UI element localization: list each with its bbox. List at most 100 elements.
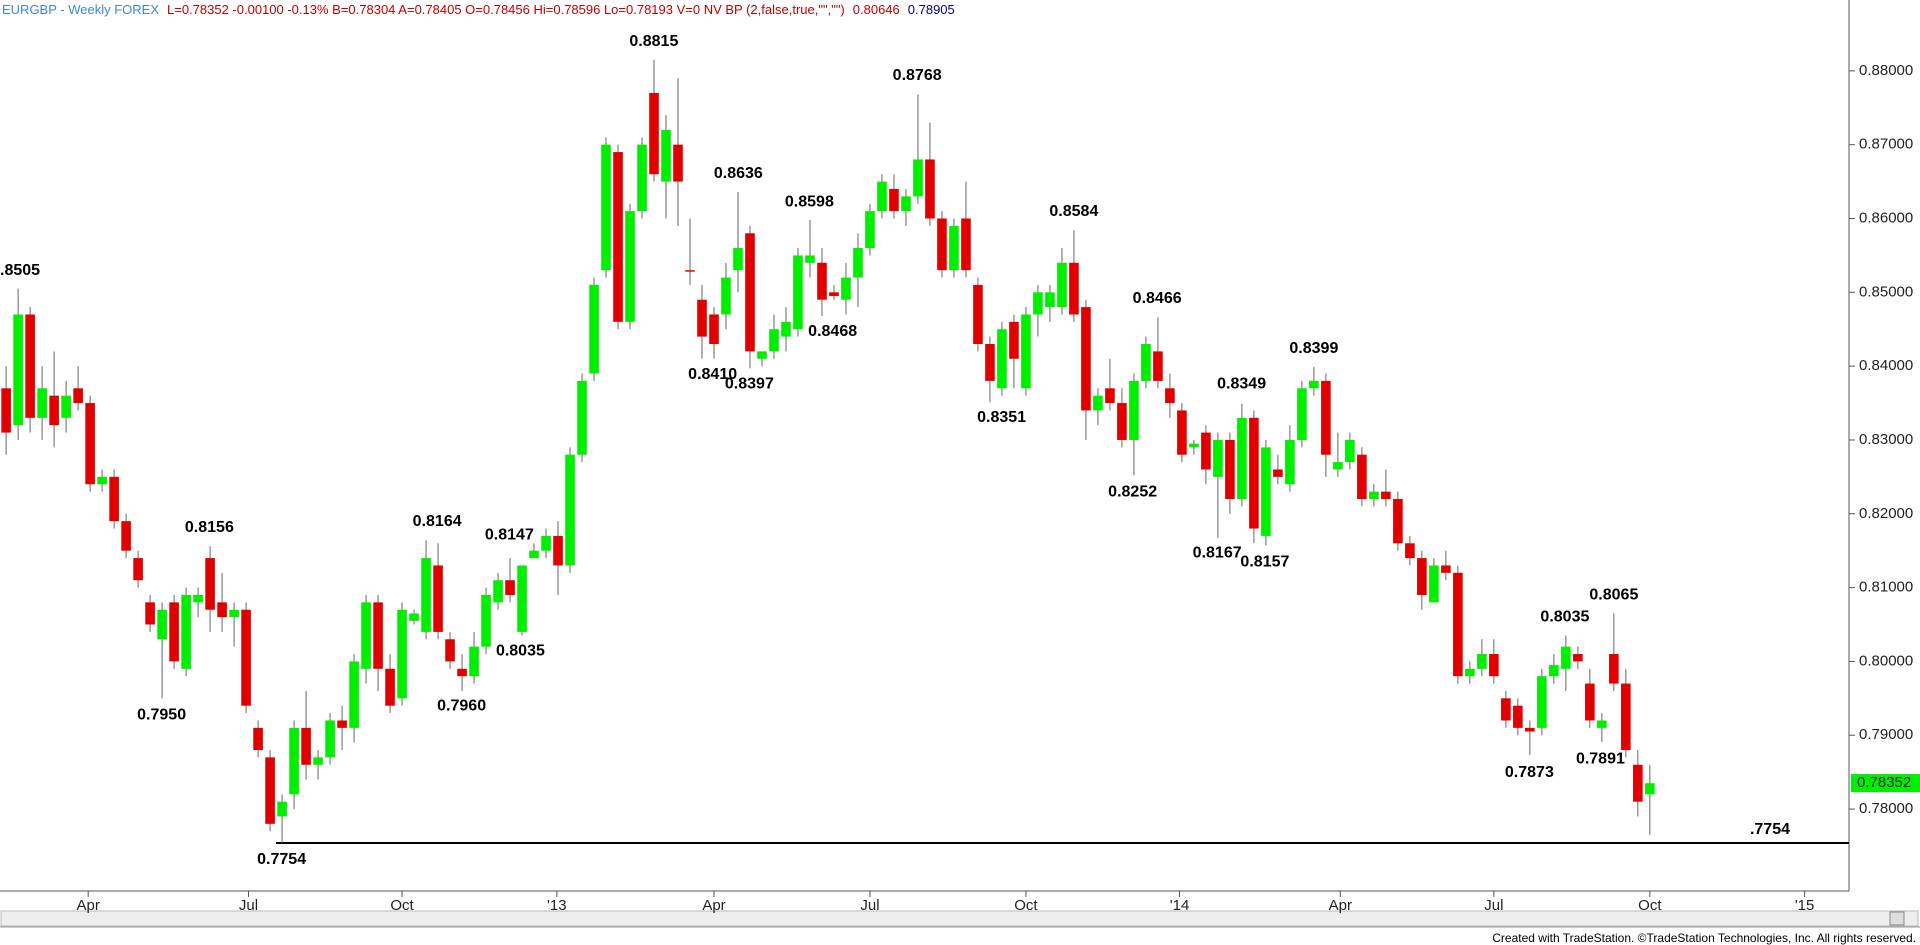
price-annotation: 0.8468 xyxy=(808,323,857,340)
price-annotation: 0.7960 xyxy=(437,698,486,715)
candle-body xyxy=(877,181,887,212)
price-annotation: 0.8598 xyxy=(785,193,834,210)
price-annotation: 0.7754 xyxy=(257,851,306,868)
candle-body xyxy=(889,188,899,212)
candle-body xyxy=(49,395,59,426)
candle-body xyxy=(313,757,323,765)
candle-body xyxy=(745,233,755,352)
candle-body xyxy=(781,321,791,337)
candle-body xyxy=(1477,654,1487,669)
candle-body xyxy=(517,565,527,632)
candle-body xyxy=(1153,351,1163,381)
header-segment: L=0.78352 -0.00100 -0.13% B=0.78304 A=0.… xyxy=(167,2,845,17)
candle-body xyxy=(1177,410,1187,455)
candle-body xyxy=(337,720,347,728)
candle-body xyxy=(1057,262,1067,308)
candle-body xyxy=(97,476,107,485)
candle-body xyxy=(757,351,767,359)
candle-body xyxy=(805,255,815,263)
candle-body xyxy=(325,720,335,758)
candle-body xyxy=(421,558,431,632)
candle-body xyxy=(457,668,467,677)
candle-body xyxy=(1273,469,1283,477)
candle-body xyxy=(1201,432,1211,470)
candle-body xyxy=(445,639,455,662)
candle-body xyxy=(829,292,839,297)
x-tick-label: '13 xyxy=(547,897,567,914)
candle-body xyxy=(733,248,743,271)
candle-body xyxy=(493,580,503,603)
candle-body xyxy=(1393,499,1403,544)
candle-body xyxy=(241,609,251,706)
price-annotation: 0.8768 xyxy=(893,67,942,84)
x-tick-label: Apr xyxy=(77,897,100,914)
candle-body xyxy=(601,144,611,271)
candle-body xyxy=(433,565,443,632)
candle-body xyxy=(1633,764,1643,802)
candle-body xyxy=(961,218,971,271)
candle-body xyxy=(1357,454,1367,500)
candle-body xyxy=(1597,720,1607,728)
candle-body xyxy=(1501,698,1511,721)
candle-body xyxy=(1009,321,1019,359)
candle-body xyxy=(373,602,383,669)
candle-body xyxy=(1489,654,1499,677)
y-tick-label: 0.84000 xyxy=(1859,357,1913,374)
candle-body xyxy=(1,388,11,433)
candle-body xyxy=(1105,388,1115,404)
last-price-box xyxy=(1851,774,1920,793)
candle-body xyxy=(613,152,623,322)
candle-body xyxy=(1321,380,1331,455)
y-tick-label: 0.82000 xyxy=(1859,505,1913,522)
x-tick-label: '15 xyxy=(1795,897,1815,914)
candle-body xyxy=(529,550,539,559)
candle-body xyxy=(973,284,983,344)
candle-body xyxy=(997,329,1007,389)
y-tick-label: 0.85000 xyxy=(1859,283,1913,300)
candle-body xyxy=(109,476,119,522)
candle-body xyxy=(841,277,851,300)
candle-body xyxy=(1345,439,1355,463)
scroll-thumb[interactable] xyxy=(1889,911,1905,926)
header-segment: 0.78905 xyxy=(908,2,955,17)
candle-body xyxy=(469,646,479,677)
candle-body xyxy=(1165,388,1175,404)
candle-body xyxy=(1249,417,1259,529)
candle-body xyxy=(817,262,827,300)
candle-body xyxy=(949,225,959,271)
x-tick-label: Oct xyxy=(390,897,414,914)
candle-body xyxy=(1285,439,1295,485)
candle-body xyxy=(1369,491,1379,500)
price-annotation: .8505 xyxy=(0,262,40,279)
candle-body xyxy=(1189,443,1199,448)
x-tick-label: Jul xyxy=(1484,897,1503,914)
price-annotation: 0.8156 xyxy=(185,519,234,536)
price-annotation: 0.8164 xyxy=(413,513,462,530)
candle-body xyxy=(577,380,587,455)
candle-body xyxy=(1465,668,1475,677)
candle-body xyxy=(1513,705,1523,728)
price-annotation: 0.8410 xyxy=(688,366,737,383)
candle-body xyxy=(1453,572,1463,677)
candle-body xyxy=(637,144,647,212)
price-annotation: 0.8167 xyxy=(1193,545,1242,562)
candle-body xyxy=(1537,676,1547,728)
candle-body xyxy=(133,558,143,581)
candle-body xyxy=(1621,683,1631,751)
y-tick-label: 0.80000 xyxy=(1859,652,1913,669)
price-annotation: 0.8466 xyxy=(1133,290,1182,307)
candle-body xyxy=(277,801,287,817)
candle-body xyxy=(853,248,863,278)
candle-body xyxy=(913,159,923,197)
candle-body xyxy=(1645,783,1655,795)
candle-body xyxy=(1297,388,1307,440)
header-segment: EURGBP - Weekly FOREX xyxy=(2,2,159,17)
price-annotation: 0.8147 xyxy=(485,526,534,543)
candle-body xyxy=(145,602,155,625)
chart-header: EURGBP - Weekly FOREX L=0.78352 -0.00100 … xyxy=(2,2,955,17)
candle-body xyxy=(1585,683,1595,721)
scrollbar[interactable] xyxy=(0,910,1919,927)
price-annotation: 0.8584 xyxy=(1049,203,1098,220)
